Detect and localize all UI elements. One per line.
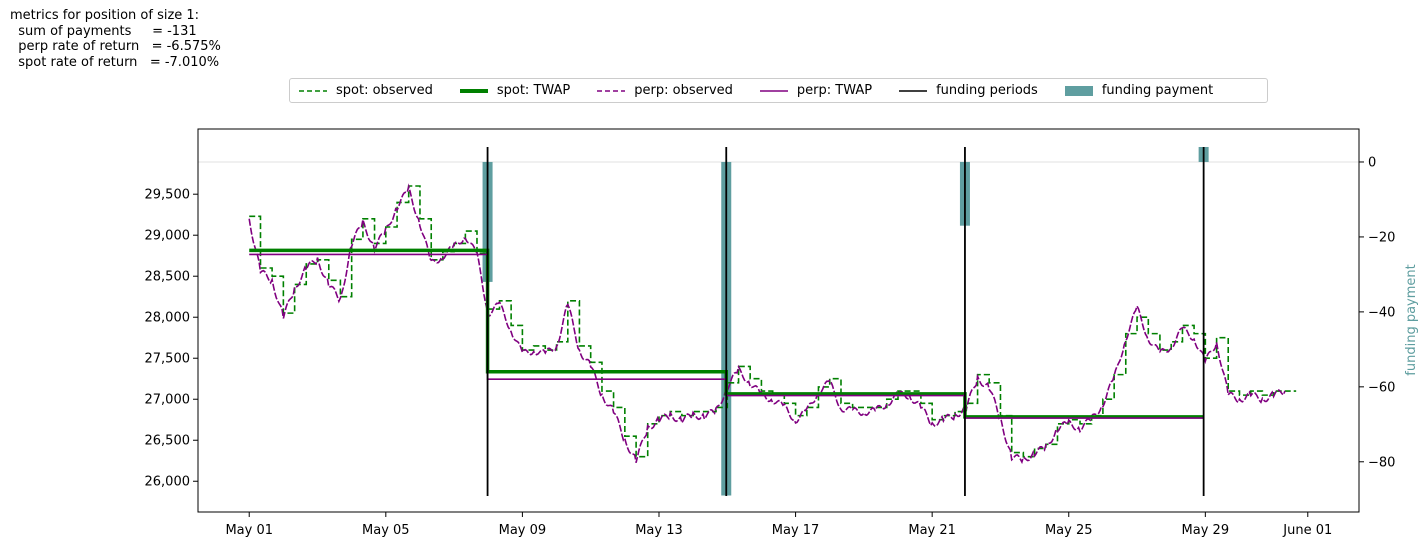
x-tick-label: May 09	[499, 523, 547, 538]
y-right-tick-label: −80	[1368, 455, 1395, 470]
metrics-perp-return: perp rate of return = -6.575%	[10, 39, 221, 54]
legend-item: perp: observed	[596, 83, 733, 98]
y-left-tick-label: 26,000	[145, 475, 191, 490]
chart-legend: spot: observed spot: TWAP perp: observed pe…	[289, 78, 1268, 103]
x-tick-label: May 29	[1182, 523, 1230, 538]
legend-swatch	[597, 89, 626, 92]
y-left-tick-label: 29,500	[145, 188, 191, 203]
x-tick-label: May 17	[772, 523, 820, 538]
legend-label: funding payment	[1101, 83, 1214, 98]
metrics-spot-return: spot rate of return = -7.010%	[10, 54, 220, 70]
legend-swatch	[759, 89, 788, 92]
metrics-text: metrics for position of size 1: sum of p…	[10, 8, 221, 70]
x-tick-label: May 05	[362, 523, 410, 538]
legend-label: funding periods	[936, 83, 1038, 98]
plot-frame	[197, 128, 1360, 513]
legend-swatch	[299, 89, 327, 92]
x-tick-label: May 21	[908, 523, 956, 538]
metrics-sum-of-payments: sum of payments = -131	[10, 23, 197, 39]
y-right-axis-label: funding payment	[1404, 264, 1419, 375]
legend-swatch	[899, 89, 928, 92]
y-right-tick-label: 0	[1368, 155, 1376, 170]
perp-observed-line	[248, 183, 1286, 465]
metrics-title: metrics for position of size 1:	[10, 8, 200, 23]
x-tick-label: May 13	[635, 523, 683, 538]
legend-item: spot: TWAP	[459, 83, 570, 98]
legend-item: perp: TWAP	[759, 83, 872, 98]
legend-swatch	[459, 88, 488, 93]
legend-label: spot: observed	[336, 83, 433, 98]
legend-swatch	[1064, 85, 1093, 96]
y-left-tick-label: 28,500	[145, 270, 191, 285]
y-left-tick-label: 26,500	[145, 434, 191, 449]
y-left-tick-label: 29,000	[145, 229, 191, 244]
legend-label: perp: observed	[634, 83, 733, 98]
x-tick-label: June 01	[1282, 523, 1332, 538]
y-right-tick-label: −60	[1368, 380, 1395, 395]
y-right-tick-label: −40	[1368, 305, 1395, 320]
legend-item: funding periods	[898, 83, 1038, 98]
y-left-tick-label: 27,000	[145, 393, 191, 408]
y-left-tick-label: 27,500	[145, 352, 191, 367]
legend-label: spot: TWAP	[496, 83, 571, 98]
y-right-tick-label: −20	[1368, 230, 1395, 245]
y-left-tick-label: 28,000	[145, 311, 191, 326]
x-tick-label: May 25	[1045, 523, 1093, 538]
legend-item: funding payment	[1064, 83, 1213, 98]
legend-item: spot: observed	[298, 83, 433, 98]
legend-label: perp: TWAP	[796, 83, 873, 98]
x-tick-label: May 01	[225, 523, 273, 538]
